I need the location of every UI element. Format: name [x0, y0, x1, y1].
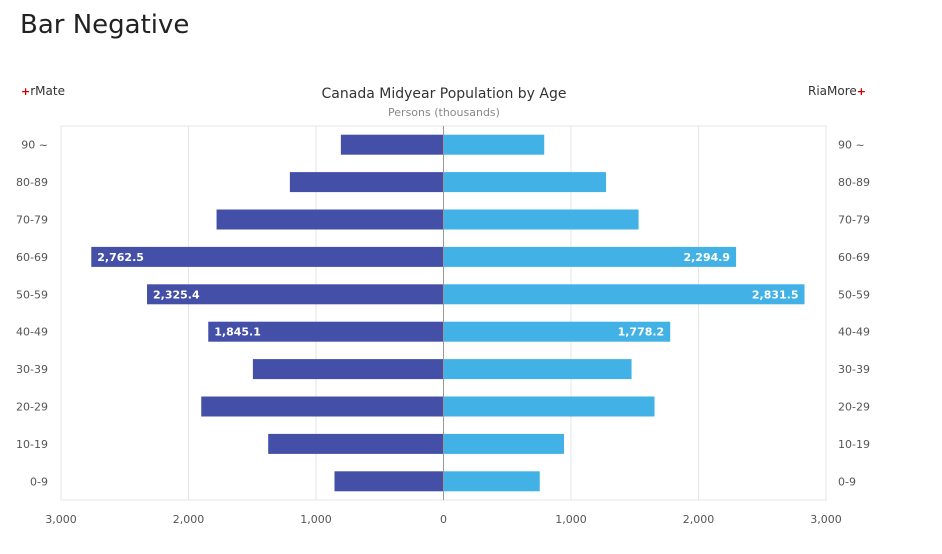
data-label: 2,831.5 — [752, 288, 799, 301]
bar-rmate-7[interactable] — [201, 396, 444, 417]
y-tick-label-left: 40-49 — [16, 326, 48, 339]
bar-rmate-0[interactable] — [340, 134, 444, 155]
legend-right-label: RiaMore — [808, 84, 857, 98]
y-tick-label-right: 90 ~ — [838, 139, 865, 152]
y-tick-label-right: 10-19 — [838, 438, 870, 451]
chart-subtitle: Persons (thousands) — [388, 106, 500, 119]
x-tick-label: 1,000 — [300, 513, 332, 526]
x-tick-label: 0 — [440, 513, 447, 526]
y-tick-label-right: 0-9 — [838, 475, 856, 488]
bar-riamore-5[interactable] — [443, 321, 671, 342]
page-title: Bar Negative — [20, 10, 190, 40]
bar-rmate-4[interactable] — [147, 284, 444, 305]
y-tick-label-left: 20-29 — [16, 401, 48, 414]
chart-title: Canada Midyear Population by Age — [321, 86, 567, 102]
bar-riamore-2[interactable] — [443, 209, 639, 230]
plus-icon: + — [21, 85, 31, 98]
y-tick-label-right: 20-29 — [838, 401, 870, 414]
legend-left: +rMate — [21, 84, 65, 98]
y-tick-label-left: 60-69 — [16, 251, 48, 264]
bar-riamore-1[interactable] — [443, 172, 607, 193]
data-label: 1,778.2 — [618, 326, 665, 339]
x-tick-label: 2,000 — [683, 513, 715, 526]
bar-riamore-0[interactable] — [443, 134, 545, 155]
y-tick-label-left: 80-89 — [16, 176, 48, 189]
bar-riamore-4[interactable] — [443, 284, 805, 305]
y-tick-label-left: 30-39 — [16, 363, 48, 376]
bar-rmate-9[interactable] — [334, 471, 444, 492]
data-label: 1,845.1 — [214, 326, 261, 339]
y-tick-label-left: 0-9 — [30, 475, 48, 488]
bar-riamore-3[interactable] — [443, 246, 737, 267]
data-label: 2,294.9 — [683, 251, 730, 264]
data-label: 2,325.4 — [153, 288, 200, 301]
bar-riamore-7[interactable] — [443, 396, 655, 417]
y-tick-label-right: 30-39 — [838, 363, 870, 376]
legend-right: RiaMore+ — [808, 84, 866, 98]
data-label: 2,762.5 — [97, 251, 144, 264]
bar-rmate-2[interactable] — [216, 209, 444, 230]
bar-rmate-1[interactable] — [289, 172, 444, 193]
y-tick-label-right: 50-59 — [838, 288, 870, 301]
y-tick-label-right: 70-79 — [838, 214, 870, 227]
x-tick-label: 1,000 — [555, 513, 587, 526]
bar-riamore-6[interactable] — [443, 359, 632, 380]
bar-riamore-8[interactable] — [443, 433, 564, 454]
x-tick-label: 3,000 — [45, 513, 77, 526]
y-tick-label-left: 90 ~ — [21, 139, 48, 152]
bar-rmate-5[interactable] — [208, 321, 444, 342]
y-tick-label-right: 60-69 — [838, 251, 870, 264]
bar-rmate-6[interactable] — [252, 359, 444, 380]
x-tick-label: 2,000 — [173, 513, 205, 526]
legend-left-label: rMate — [30, 84, 65, 98]
plus-icon: + — [856, 85, 866, 98]
y-tick-label-left: 50-59 — [16, 288, 48, 301]
x-tick-label: 3,000 — [810, 513, 842, 526]
bar-rmate-8[interactable] — [268, 433, 444, 454]
y-tick-label-right: 40-49 — [838, 326, 870, 339]
bar-rmate-3[interactable] — [91, 246, 444, 267]
y-tick-label-left: 10-19 — [16, 438, 48, 451]
y-tick-label-right: 80-89 — [838, 176, 870, 189]
bar-riamore-9[interactable] — [443, 471, 540, 492]
y-tick-label-left: 70-79 — [16, 214, 48, 227]
